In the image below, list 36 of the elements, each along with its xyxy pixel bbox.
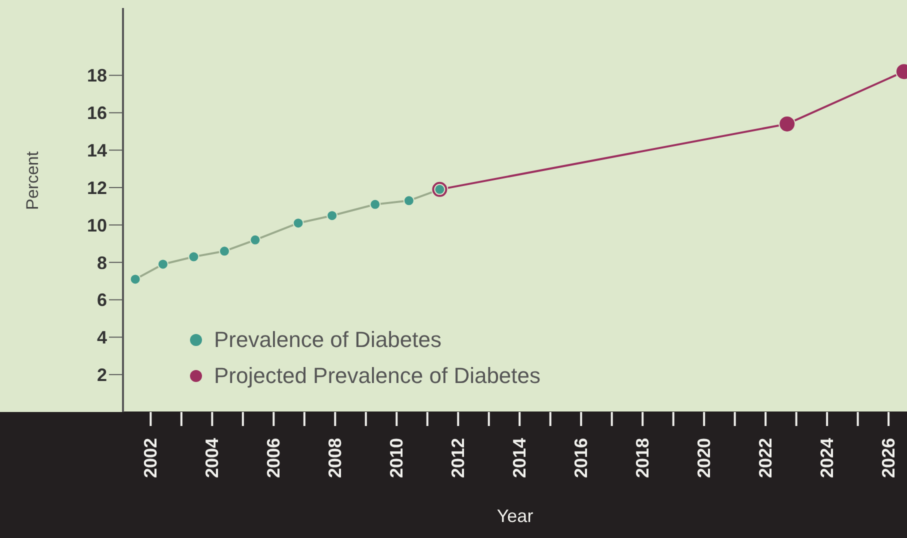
y-tick-label: 18	[86, 66, 107, 86]
y-tick-label: 12	[86, 178, 107, 198]
point	[403, 195, 414, 206]
x-tick-label: 2010	[386, 438, 407, 478]
y-tick-label: 6	[96, 290, 107, 310]
x-tick-label: 2020	[694, 438, 714, 478]
point	[157, 258, 168, 270]
y-tick-label: 2	[96, 364, 107, 385]
x-tick-label: 2022	[756, 438, 776, 478]
x-tick-label: 2018	[632, 438, 653, 478]
point	[250, 234, 261, 246]
legend-label: Prevalence of Diabetes	[214, 326, 442, 354]
y-tick-label: 4	[96, 328, 107, 348]
point	[370, 198, 381, 210]
x-tick-label: 2016	[571, 438, 592, 478]
y-tick-label: 14	[86, 140, 107, 161]
x-tick-label: 2004	[202, 438, 222, 478]
point	[130, 274, 141, 285]
y-tick-label: 8	[96, 252, 107, 273]
y-tick-label: 16	[86, 103, 107, 124]
point	[326, 210, 338, 222]
legend-label: Projected Prevalence of Diabetes	[214, 362, 541, 390]
point	[292, 218, 304, 229]
x-tick-label: 2026	[878, 438, 899, 478]
y-tick-label: 10	[86, 215, 107, 236]
x-tick-label: 2014	[510, 438, 530, 478]
x-tick-label: 2008	[325, 438, 346, 478]
x-tick-label: 2002	[140, 438, 161, 478]
point	[188, 251, 200, 262]
point	[778, 115, 796, 132]
y-axis-title: Percent	[23, 151, 42, 210]
x-axis-title: Year	[496, 506, 534, 526]
x-tick-label: 2024	[817, 438, 838, 478]
x-tick-label: 2006	[264, 438, 284, 478]
point	[218, 246, 230, 257]
x-tick-label: 2012	[448, 438, 468, 478]
